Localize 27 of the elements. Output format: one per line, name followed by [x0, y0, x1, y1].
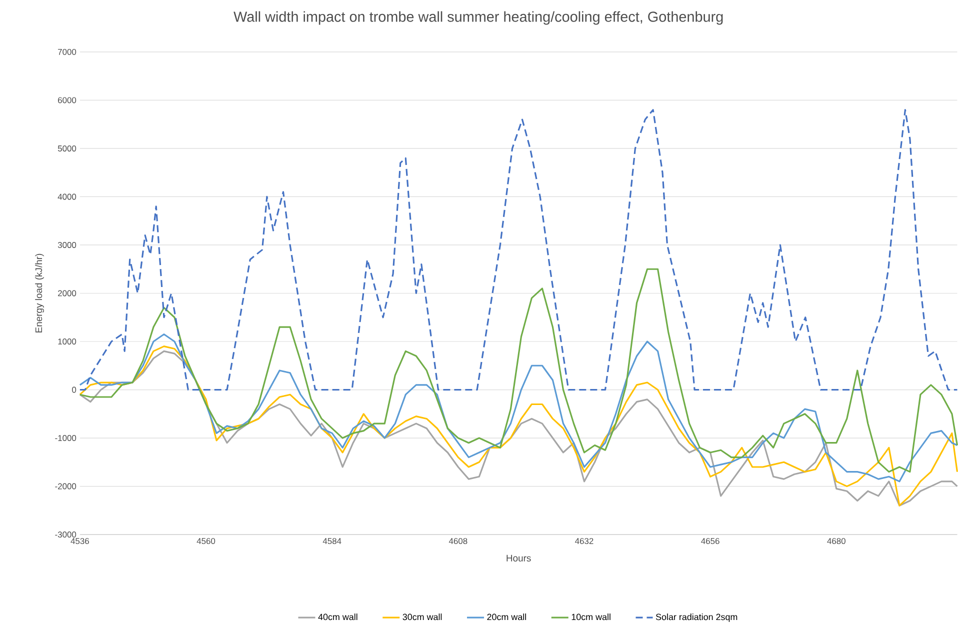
- y-tick-label: -3000: [55, 531, 76, 538]
- chart-title: Wall width impact on trombe wall summer heating/cooling effect, Gothenburg: [234, 11, 723, 24]
- x-tick-label: 4680: [827, 538, 846, 544]
- y-tick-label: 0: [72, 386, 76, 393]
- y-axis-title: Energy load (kJ/hr): [35, 254, 44, 332]
- x-tick-label: 4584: [322, 538, 342, 544]
- y-tick-label: 5000: [58, 145, 76, 152]
- y-tick-label: 1000: [58, 338, 76, 344]
- x-tick-label: 4608: [448, 538, 468, 544]
- x-axis-title: Hours: [506, 554, 531, 562]
- y-tick-label: 6000: [58, 96, 76, 103]
- legend-label: 40cm wall: [318, 613, 358, 620]
- line-series: [79, 108, 958, 390]
- y-tick-label: 7000: [58, 48, 76, 55]
- y-tick-label: 3000: [58, 242, 76, 248]
- y-tick-label: 2000: [58, 290, 76, 296]
- y-tick-label: -2000: [55, 483, 76, 490]
- y-tick-label: 4000: [58, 194, 76, 200]
- legend-label: 10cm wall: [572, 613, 610, 620]
- x-tick-label: 4536: [70, 538, 89, 544]
- y-tick-label: -1000: [55, 434, 76, 441]
- x-tick-label: 4560: [196, 538, 216, 544]
- legend-label: Solar radiation 2sqm: [656, 613, 738, 622]
- x-tick-label: 4632: [575, 538, 594, 544]
- x-tick-label: 4656: [701, 538, 720, 544]
- legend-label: 30cm wall: [402, 613, 442, 620]
- legend-label: 20cm wall: [487, 613, 526, 620]
